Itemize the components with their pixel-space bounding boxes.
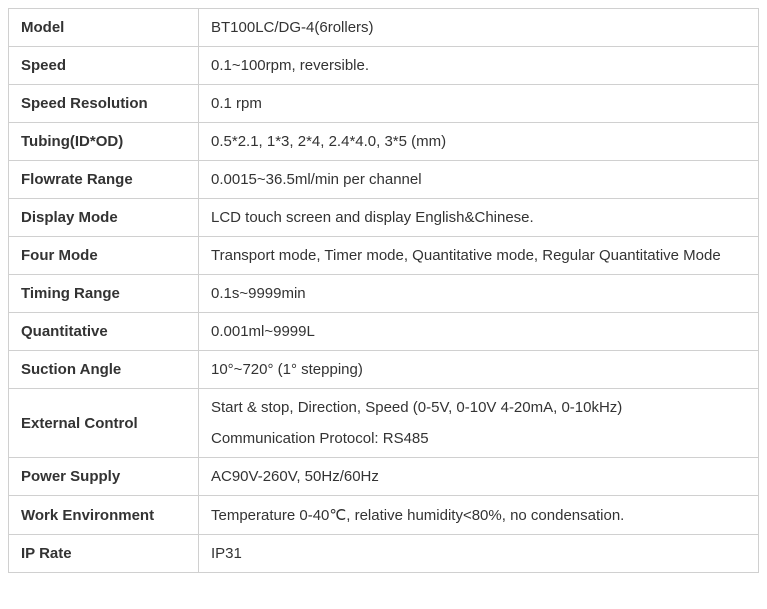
spec-label: Model xyxy=(9,9,199,47)
table-row: Quantitative0.001ml~9999L xyxy=(9,313,759,351)
spec-label: Speed xyxy=(9,47,199,85)
spec-label: Tubing(ID*OD) xyxy=(9,123,199,161)
spec-label: Four Mode xyxy=(9,237,199,275)
spec-label: Power Supply xyxy=(9,458,199,496)
spec-value: 0.1 rpm xyxy=(199,85,759,123)
spec-label: Suction Angle xyxy=(9,351,199,389)
table-row: Suction Angle10°~720° (1° stepping) xyxy=(9,351,759,389)
table-row: Power SupplyAC90V-260V, 50Hz/60Hz xyxy=(9,458,759,496)
table-row: Four ModeTransport mode, Timer mode, Qua… xyxy=(9,237,759,275)
table-row: External Control Start & stop, Direction,… xyxy=(9,389,759,458)
spec-value: 0.0015~36.5ml/min per channel xyxy=(199,161,759,199)
spec-value: Start & stop, Direction, Speed (0-5V, 0-… xyxy=(199,389,759,458)
spec-label: IP Rate xyxy=(9,535,199,573)
table-row: Tubing(ID*OD)0.5*2.1, 1*3, 2*4, 2.4*4.0,… xyxy=(9,123,759,161)
spec-value-line: Communication Protocol: RS485 xyxy=(211,430,746,447)
spec-value: AC90V-260V, 50Hz/60Hz xyxy=(199,458,759,496)
table-row: ModelBT100LC/DG-4(6rollers) xyxy=(9,9,759,47)
spec-value: 0.1~100rpm, reversible. xyxy=(199,47,759,85)
spec-value: IP31 xyxy=(199,535,759,573)
table-row: Timing Range0.1s~9999min xyxy=(9,275,759,313)
spec-value-line: Start & stop, Direction, Speed (0-5V, 0-… xyxy=(211,399,746,416)
table-row: IP RateIP31 xyxy=(9,535,759,573)
spec-label: Work Environment xyxy=(9,496,199,535)
table-row: Work EnvironmentTemperature 0-40℃, relat… xyxy=(9,496,759,535)
spec-table: ModelBT100LC/DG-4(6rollers)Speed0.1~100r… xyxy=(8,8,759,573)
spec-value: BT100LC/DG-4(6rollers) xyxy=(199,9,759,47)
spec-value: LCD touch screen and display English&Chi… xyxy=(199,199,759,237)
spec-label: Timing Range xyxy=(9,275,199,313)
spec-value: Transport mode, Timer mode, Quantitative… xyxy=(199,237,759,275)
table-row: Speed Resolution0.1 rpm xyxy=(9,85,759,123)
spec-value: 10°~720° (1° stepping) xyxy=(199,351,759,389)
spec-value: 0.001ml~9999L xyxy=(199,313,759,351)
spec-label: Display Mode xyxy=(9,199,199,237)
spec-label: External Control xyxy=(9,389,199,458)
spec-label: Speed Resolution xyxy=(9,85,199,123)
spec-value: 0.1s~9999min xyxy=(199,275,759,313)
spec-value: 0.5*2.1, 1*3, 2*4, 2.4*4.0, 3*5 (mm) xyxy=(199,123,759,161)
spec-label: Flowrate Range xyxy=(9,161,199,199)
table-row: Display ModeLCD touch screen and display… xyxy=(9,199,759,237)
spec-label: Quantitative xyxy=(9,313,199,351)
table-row: Speed0.1~100rpm, reversible. xyxy=(9,47,759,85)
table-row: Flowrate Range0.0015~36.5ml/min per chan… xyxy=(9,161,759,199)
spec-value: Temperature 0-40℃, relative humidity<80%… xyxy=(199,496,759,535)
spec-table-body: ModelBT100LC/DG-4(6rollers)Speed0.1~100r… xyxy=(9,9,759,573)
